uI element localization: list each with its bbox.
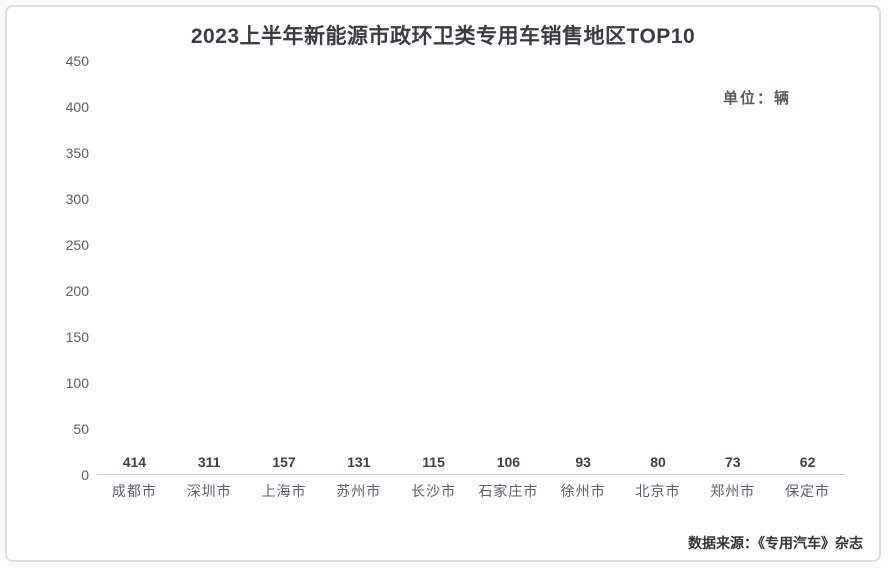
y-axis-tick-label: 450 <box>65 53 89 69</box>
bar-value-label: 131 <box>347 454 371 470</box>
unit-label: 单位：辆 <box>722 90 791 107</box>
x-axis-label: 成都市 <box>111 483 157 499</box>
x-axis: 成都市 深圳市 上海市 苏州市 长沙市 石家庄市 徐州市 北京市 郑州市 保定市 <box>97 481 845 501</box>
bar-value-label: 93 <box>575 454 591 470</box>
y-axis-tick-label: 150 <box>65 329 89 346</box>
bar-value-label: 80 <box>650 454 666 470</box>
y-axis-tick-label: 200 <box>65 283 89 299</box>
bar-value-label: 106 <box>496 454 521 470</box>
x-axis-label: 北京市 <box>635 483 681 499</box>
x-axis-label: 深圳市 <box>186 483 232 499</box>
bar-value-label: 62 <box>799 454 816 470</box>
x-axis-label: 保定市 <box>785 483 831 499</box>
y-axis-tick-label: 50 <box>73 421 89 437</box>
bar-value-label: 115 <box>422 454 445 470</box>
y-axis-tick-label: 300 <box>65 191 89 208</box>
bar-value-label: 73 <box>724 454 741 470</box>
x-axis-label: 上海市 <box>261 483 307 499</box>
bars: 414 311 157 131 115 106 93 80 73 62 <box>97 61 845 475</box>
y-axis-tick-label: 350 <box>65 145 89 161</box>
bar-group: 93 <box>546 454 621 474</box>
x-axis-label: 苏州市 <box>336 483 382 499</box>
bar-group: 73 <box>695 454 770 474</box>
y-axis-tick-label: 100 <box>65 375 89 391</box>
bar-group: 106 <box>471 454 546 474</box>
x-axis-label: 徐州市 <box>560 483 606 499</box>
chart-title: 2023上半年新能源市政环卫类专用车销售地区TOP10 <box>190 25 696 48</box>
x-axis-label: 石家庄市 <box>478 483 539 499</box>
bar-value-label: 311 <box>197 454 221 470</box>
bar-group: 80 <box>621 454 696 474</box>
bar-group: 311 <box>172 454 247 474</box>
bar-value-label: 414 <box>122 454 147 470</box>
bar-group: 157 <box>247 454 322 474</box>
bar-group: 414 <box>97 454 172 474</box>
bar-group: 131 <box>321 454 396 474</box>
y-axis: 0 50 100 150 200 250 300 350 400 450 <box>7 53 89 483</box>
x-axis-label: 长沙市 <box>411 483 457 499</box>
chart-card: 2023上半年新能源市政环卫类专用车销售地区TOP10 单位：辆 0 50 100 1… <box>5 5 881 562</box>
bar-group: 62 <box>770 454 845 474</box>
y-axis-tick-label: 400 <box>65 99 89 115</box>
x-axis-label: 郑州市 <box>710 483 756 499</box>
bar-value-label: 157 <box>272 454 296 470</box>
source-note: 数据来源：《专用汽车》杂志 <box>688 535 863 551</box>
bar-group: 115 <box>396 454 471 474</box>
y-axis-tick-label: 250 <box>65 237 89 253</box>
y-axis-tick-label: 0 <box>81 467 89 483</box>
